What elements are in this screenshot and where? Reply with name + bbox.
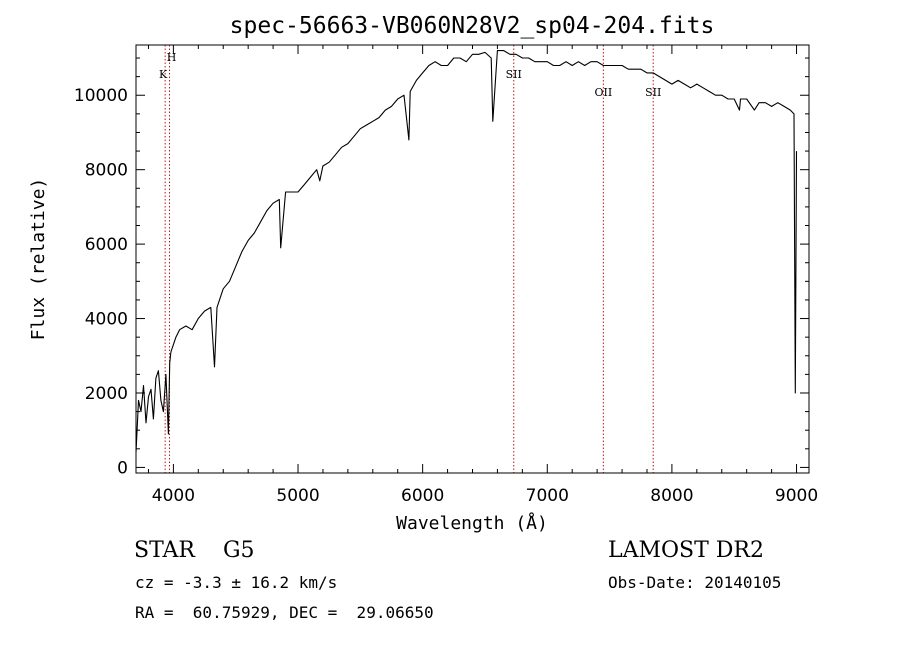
- line-label: OII: [595, 86, 613, 99]
- line-label: K: [159, 68, 168, 81]
- redshift-readout: cz = -3.3 ± 16.2 km/s: [135, 573, 338, 592]
- x-tick-label: 9000: [775, 486, 818, 506]
- plot-area: HK SII OII SII: [135, 45, 798, 473]
- x-tick-label: 5000: [276, 486, 319, 506]
- y-tick-label: 2000: [85, 384, 128, 404]
- y-tick-label: 10000: [74, 86, 128, 106]
- spectrum-line: [135, 50, 798, 453]
- observation-date: Obs-Date: 20140105: [608, 573, 782, 592]
- chart-title: spec-56663-VB060N28V2_sp04-204.fits: [230, 13, 715, 39]
- x-tick-label: 8000: [650, 486, 693, 506]
- y-axis: 0 2000 4000 6000 8000 10000: [74, 57, 809, 478]
- plot-frame: [135, 44, 810, 474]
- y-axis-label: Flux (relative): [28, 178, 49, 341]
- survey-name: LAMOST DR2: [608, 538, 764, 563]
- coordinates-readout: RA = 60.75929, DEC = 29.06650: [135, 603, 434, 622]
- x-tick-label: 6000: [401, 486, 444, 506]
- line-label: H: [167, 51, 177, 64]
- y-tick-label: 6000: [85, 235, 128, 255]
- x-tick-label: 7000: [526, 486, 569, 506]
- x-tick-label: 4000: [152, 486, 195, 506]
- x-axis: 4000 5000 6000 7000 8000 9000: [147, 45, 818, 506]
- y-tick-label: 8000: [85, 161, 128, 181]
- line-label: SII: [506, 68, 522, 81]
- y-tick-label: 0: [117, 458, 128, 478]
- x-axis-label: Wavelength (Å): [396, 512, 548, 534]
- object-class: STAR G5: [134, 538, 255, 563]
- line-label: SII: [645, 86, 661, 99]
- y-tick-label: 4000: [85, 310, 128, 330]
